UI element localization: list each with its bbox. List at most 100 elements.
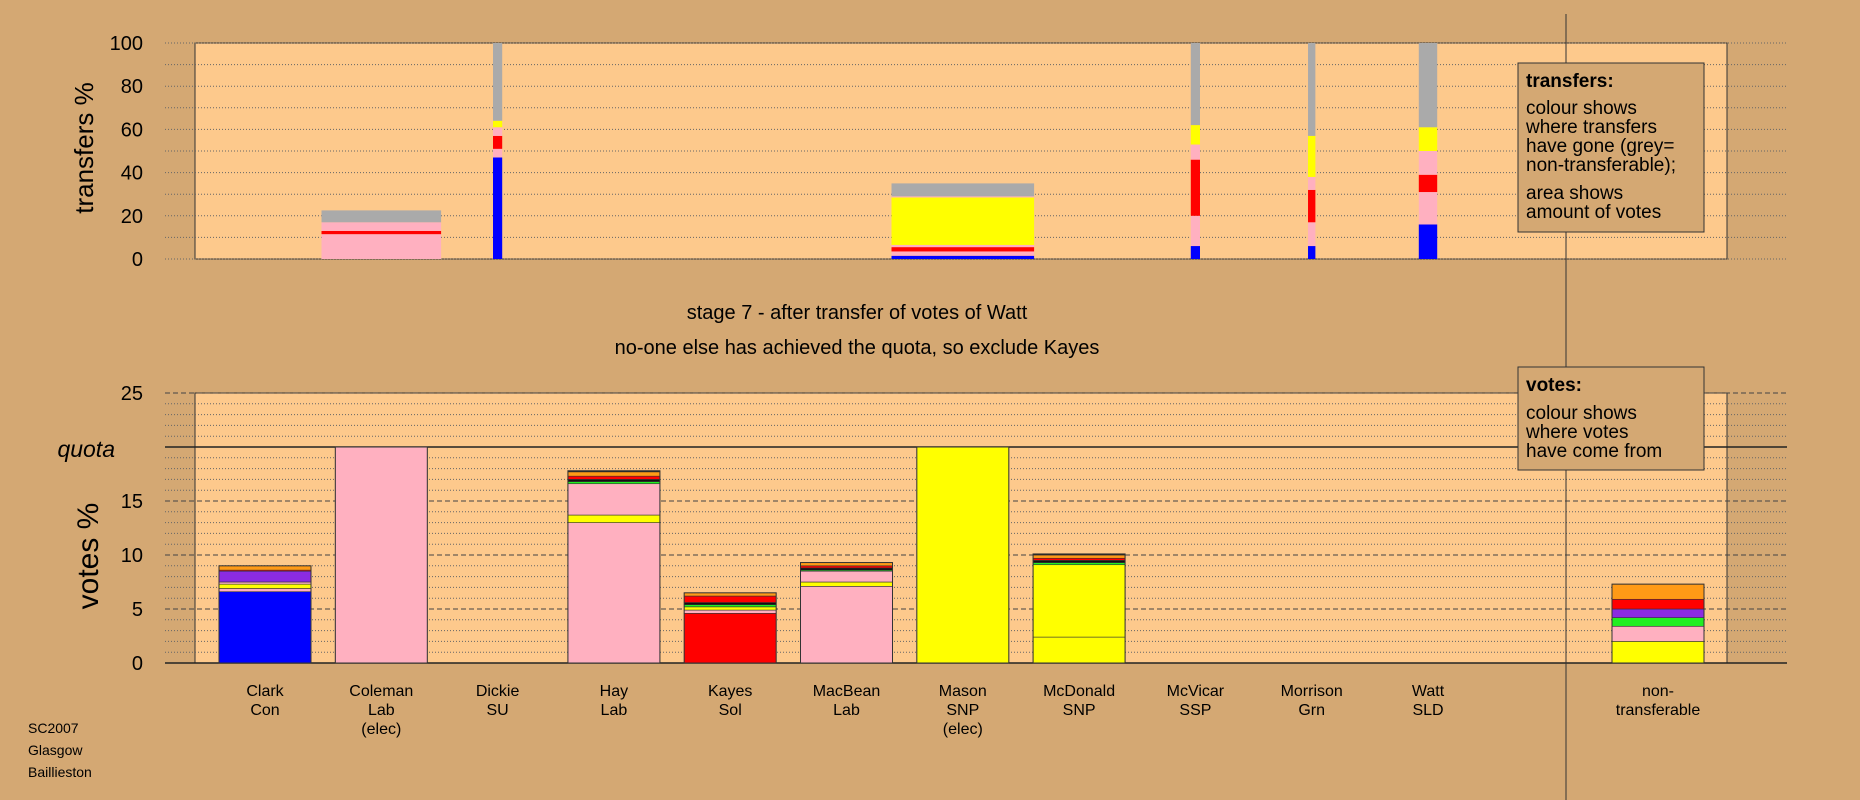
candidate-label: Coleman: [349, 683, 413, 700]
transfers-bars: [321, 43, 1438, 259]
transfer-segment: [891, 244, 1035, 248]
candidate-label: Dickie: [476, 683, 520, 700]
vote-bar-outline: [334, 446, 428, 664]
transfers-legend-line: where transfers: [1525, 117, 1657, 138]
vote-bar-outline: [683, 592, 777, 664]
candidate-label: SLD: [1412, 702, 1443, 719]
transfers-legend-line: amount of votes: [1526, 202, 1661, 223]
candidate-label: SSP: [1179, 702, 1211, 719]
transfer-segment: [1308, 176, 1316, 190]
vote-segment: [567, 481, 661, 485]
candidate-label: McDonald: [1043, 683, 1115, 700]
vote-segment: [218, 581, 312, 585]
vote-segment: [1611, 617, 1705, 627]
votes-legend-title: votes:: [1526, 375, 1582, 396]
transfer-segment: [1418, 224, 1438, 259]
footer-line: Baillieston: [28, 764, 92, 780]
candidate-label: Lab: [368, 702, 395, 719]
y-tick-label: 20: [121, 206, 143, 228]
vote-segment: [1611, 598, 1705, 610]
transfer-segment: [891, 183, 1035, 197]
vote-segment: [1032, 564, 1126, 638]
vote-segment: [567, 475, 661, 480]
transfer-segment: [1190, 215, 1200, 247]
transfer-segment: [321, 210, 442, 223]
footer-line: Glasgow: [28, 742, 83, 758]
vote-segment: [683, 595, 777, 603]
transfer-segment: [321, 230, 442, 235]
transfer-segment: [321, 222, 442, 231]
transfer-segment: [1308, 135, 1316, 177]
transfer-segment: [1190, 125, 1200, 145]
y-tick-label: 0: [132, 249, 143, 271]
transfer-segment: [1308, 43, 1316, 136]
vote-bar-outline: [1611, 583, 1705, 664]
vote-bar-outline: [1032, 553, 1126, 664]
candidate-label: (elec): [361, 721, 401, 738]
vote-segment: [1032, 557, 1126, 561]
transfer-segment: [321, 234, 442, 259]
stage-heading: stage 7 - after transfer of votes of Wat…: [687, 302, 1028, 324]
candidate-label: McVicar: [1167, 683, 1225, 700]
transfer-segment: [1418, 192, 1438, 225]
vote-segment: [1611, 625, 1705, 642]
vote-segment: [800, 567, 893, 571]
transfers-legend-line: area shows: [1526, 183, 1623, 204]
candidate-label: Sol: [719, 702, 742, 719]
transfer-segment: [1190, 43, 1200, 126]
transfer-segment: [1308, 189, 1316, 223]
transfer-segment: [493, 135, 503, 149]
vote-segment: [800, 565, 893, 569]
vote-segment: [1032, 562, 1126, 566]
y-tick-label: 60: [121, 119, 143, 141]
vote-segment: [683, 604, 777, 608]
transfer-segment: [1308, 246, 1316, 259]
transfer-segment: [1418, 174, 1438, 193]
candidate-label: transferable: [1616, 702, 1701, 719]
votes-chart: 0 5 10 15 25 Clark Con Coleman Lab (elec) Dickie S…: [57, 383, 1787, 738]
votes-legend-line: have come from: [1526, 441, 1662, 462]
y-tick-label: 5: [132, 599, 143, 621]
candidate-label: Kayes: [708, 683, 752, 700]
vote-segment: [567, 514, 661, 523]
vote-segment: [1032, 636, 1126, 664]
vote-segment: [800, 570, 893, 583]
transfer-segment: [493, 157, 503, 259]
transfers-y-axis-label: transfers %: [69, 82, 99, 214]
transfer-segment: [1418, 43, 1438, 128]
transfers-legend-line: have gone (grey=: [1526, 136, 1674, 157]
y-tick-label: 40: [121, 163, 143, 185]
transfer-segment: [891, 197, 1035, 245]
vote-segment: [218, 565, 312, 571]
transfer-segment: [1190, 144, 1200, 160]
transfer-segment: [891, 251, 1035, 256]
quota-label: quota: [57, 436, 115, 462]
vote-segment: [683, 606, 777, 611]
candidate-label: Con: [250, 702, 279, 719]
transfers-y-axis: 0 20 40 60 80 100: [110, 33, 143, 271]
transfer-segment: [493, 148, 503, 158]
vote-segment: [800, 586, 893, 664]
candidate-labels: Clark Con Coleman Lab (elec) Dickie SU Hay Lab Ka…: [246, 683, 1700, 738]
transfer-segment: [1308, 222, 1316, 247]
transfers-legend-line: colour shows: [1526, 98, 1637, 119]
transfer-segment: [493, 120, 503, 128]
vote-segment: [567, 479, 661, 482]
transfers-chart: 0 20 40 60 80 100 transfers %: [69, 33, 1787, 271]
vote-segment: [567, 471, 661, 477]
candidate-label: Morrison: [1281, 683, 1343, 700]
transfer-segment: [493, 43, 503, 121]
status-heading: no-one else has achieved the quota, so e…: [615, 337, 1100, 359]
vote-segment: [1611, 608, 1705, 618]
transfer-segment: [1418, 151, 1438, 175]
candidate-label: Grn: [1298, 702, 1325, 719]
vote-bar-outline: [567, 470, 661, 664]
vote-segment: [916, 446, 1010, 664]
transfer-segment: [891, 247, 1035, 252]
transfer-segment: [1190, 246, 1200, 259]
vote-segment: [1611, 641, 1705, 664]
y-tick-label: 15: [121, 491, 143, 513]
vote-bar-outline: [218, 565, 312, 664]
candidate-label: Lab: [833, 702, 860, 719]
